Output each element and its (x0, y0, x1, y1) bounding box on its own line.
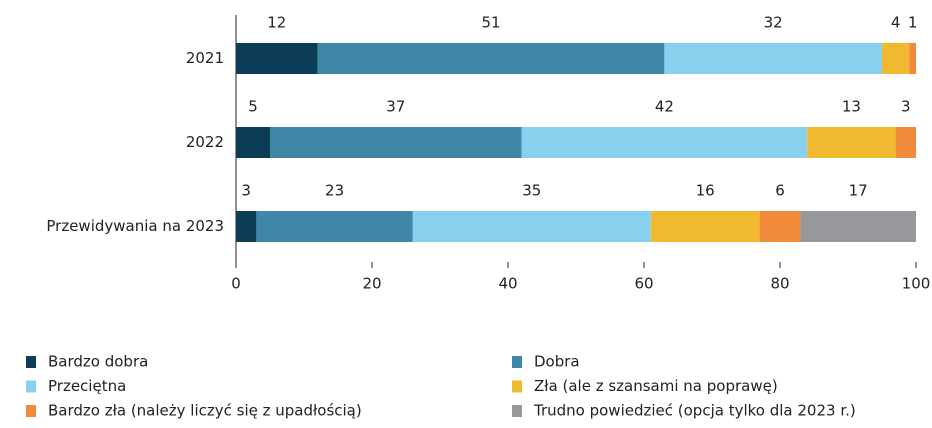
data-label: 12 (267, 14, 286, 32)
data-label: 42 (655, 98, 674, 116)
legend-swatch (26, 380, 36, 393)
bar-segment (895, 127, 916, 158)
category-label: Przewidywania na 2023 (46, 217, 224, 235)
legend-label: Przeciętna (48, 377, 126, 395)
bar-segment (800, 211, 916, 242)
category-label: 2022 (186, 133, 224, 151)
legend-swatch (26, 405, 36, 417)
data-label: 3 (901, 98, 911, 116)
data-label: 17 (849, 182, 868, 200)
legend-label: Dobra (534, 353, 580, 371)
bar-segment (664, 43, 882, 74)
x-tick-label: 100 (902, 275, 931, 293)
bar-segment (909, 43, 916, 74)
data-label: 16 (696, 182, 715, 200)
bar-segment (759, 211, 801, 242)
data-label: 5 (248, 98, 258, 116)
legend-swatch (26, 356, 36, 368)
legend-label: Bardzo zła (należy liczyć się z upadłośc… (48, 402, 362, 420)
legend-swatch (512, 356, 522, 368)
data-label: 35 (522, 182, 541, 200)
bar-segment (256, 211, 413, 242)
bar-segment (317, 43, 665, 74)
x-tick-label: 20 (362, 275, 381, 293)
legend-label: Zła (ale z szansami na poprawę) (534, 377, 778, 395)
data-label: 1 (908, 14, 918, 32)
data-label: 6 (775, 182, 785, 200)
bar-segment (270, 127, 522, 158)
data-label: 23 (325, 182, 344, 200)
x-tick-label: 80 (770, 275, 789, 293)
bar-segment (650, 211, 760, 242)
bar-segment (412, 211, 651, 242)
bar-segment (807, 127, 896, 158)
category-label: 2021 (186, 49, 224, 67)
bar-segment (236, 127, 270, 158)
x-tick-label: 40 (498, 275, 517, 293)
data-label: 4 (891, 14, 901, 32)
legend-label: Trudno powiedzieć (opcja tylko dla 2023 … (533, 402, 856, 420)
x-tick-label: 60 (634, 275, 653, 293)
legend-swatch (512, 380, 522, 393)
data-label: 51 (481, 14, 500, 32)
data-label: 37 (386, 98, 405, 116)
legend-swatch (512, 405, 522, 417)
bar-segment (236, 211, 257, 242)
bar-segment (521, 127, 808, 158)
bar-segment (882, 43, 910, 74)
x-tick-label: 0 (231, 275, 241, 293)
data-label: 32 (764, 14, 783, 32)
data-label: 13 (842, 98, 861, 116)
legend-label: Bardzo dobra (48, 353, 148, 371)
data-label: 3 (241, 182, 251, 200)
bar-segment (236, 43, 318, 74)
